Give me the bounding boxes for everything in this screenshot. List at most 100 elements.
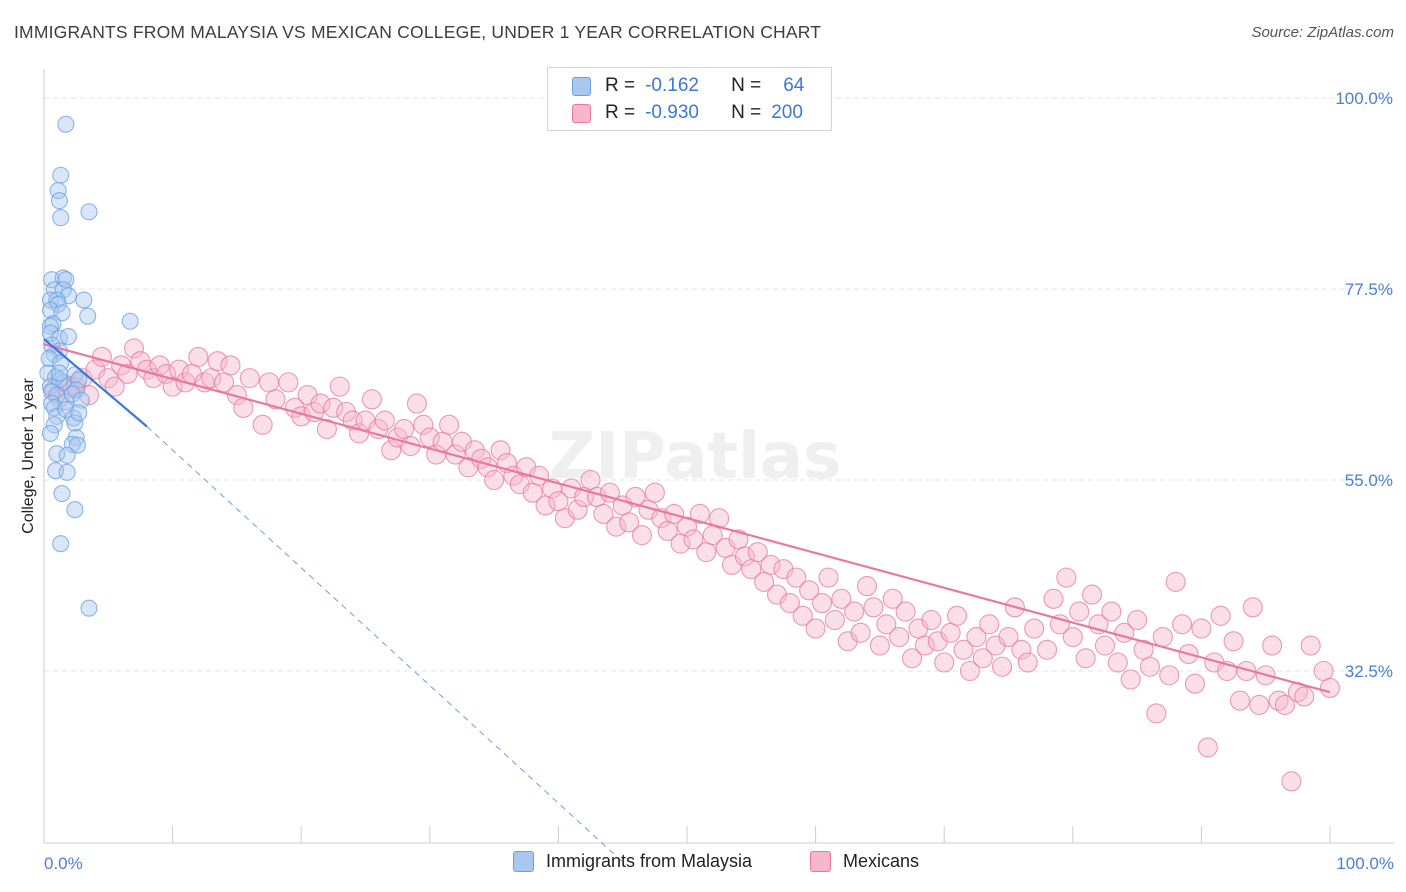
data-point [953,639,974,660]
x-tick-label-min: 0.0% [44,854,83,873]
data-point [992,656,1013,677]
data-point [1274,694,1296,716]
data-point [1043,588,1064,609]
data-point [1172,614,1193,635]
data-point [1184,673,1206,694]
data-point [850,622,871,643]
data-point [895,601,916,622]
data-point [220,355,241,376]
data-point [606,516,627,537]
data-point [869,635,890,656]
data-point [972,648,993,669]
data-point [696,542,717,563]
data-point [278,372,299,393]
data-point [41,291,59,309]
data-point [50,364,68,382]
data-point [1152,626,1173,648]
data-point [1313,660,1334,682]
data-point [1127,610,1148,631]
data-point [1159,665,1180,686]
data-point [70,404,88,422]
legend-n-label: N = [731,102,762,123]
legend-n-label: N = [731,75,762,96]
data-point [239,368,260,389]
bottom-legend-mexicans[interactable]: Mexicans [810,851,919,872]
axes [43,69,1394,844]
data-point [683,529,704,550]
gridlines [44,97,1394,672]
data-point [54,269,72,287]
data-point [934,652,955,673]
data-point [1197,737,1218,758]
data-point [413,414,434,435]
data-point [233,397,254,418]
data-point [811,593,833,614]
data-point [310,393,331,414]
data-point [1281,771,1302,792]
data-point [998,626,1019,648]
data-point [876,614,897,635]
data-point [52,209,70,227]
bottom-legend-malaysia[interactable]: Immigrants from Malaysia [513,851,752,872]
data-point [882,588,903,609]
data-point [381,440,402,461]
watermark: ZIPatlas [549,420,841,494]
y-tick-label: 77.5% [1345,280,1393,299]
data-point [66,501,84,519]
y-tick-label: 32.5% [1345,662,1393,681]
data-point [66,414,84,432]
data-point [70,371,88,389]
data-point [265,389,286,410]
data-point [1146,703,1167,724]
source-label: Source: ZipAtlas.com [1251,24,1394,41]
data-point [747,542,768,563]
data-point [1294,686,1315,707]
data-point [1229,690,1251,711]
data-point [1249,694,1270,716]
data-point [593,503,614,525]
legend-row-mexicans: R = -0.930 N = 200 [572,101,803,125]
data-point [63,385,81,403]
data-point [374,410,395,431]
data-point [329,376,350,397]
data-point [53,485,71,503]
trend-line-malaysia-extension [146,426,624,863]
bottom-legend-swatch-mexicans [810,851,831,872]
data-point [940,622,961,643]
data-point [59,327,77,346]
data-point [41,317,59,335]
data-point [68,436,86,454]
data-point [1075,648,1096,669]
trend-line-malaysia [43,338,148,428]
data-point [41,424,59,442]
data-point [1242,597,1263,618]
data-point [760,554,781,575]
data-point [439,414,460,435]
data-point [57,115,75,133]
data-point [644,482,665,503]
data-point [72,391,90,409]
data-point [792,605,813,626]
legend-r-value: -0.930 [645,102,699,123]
series-mexicans [44,338,1341,792]
data-point [824,610,845,631]
data-point [1094,635,1115,656]
data-point [80,599,98,617]
data-point [406,393,427,414]
legend-row-malaysia: R = -0.162 N = 64 [572,74,804,98]
data-point [1017,652,1038,673]
data-point [863,597,884,618]
data-point [323,397,344,418]
bottom-legend-label-mexicans: Mexicans [843,851,920,871]
data-point [1165,571,1186,592]
data-point [914,635,935,656]
trend-line-mexicans [43,343,1331,694]
trend-lines [43,338,1331,863]
data-point [1056,567,1077,588]
data-point [52,166,70,184]
data-point [258,372,280,393]
data-point [1210,605,1231,626]
data-point [1082,584,1103,605]
chart-title: IMMIGRANTS FROM MALAYSIA VS MEXICAN COLL… [14,22,822,42]
data-point [1191,618,1212,639]
